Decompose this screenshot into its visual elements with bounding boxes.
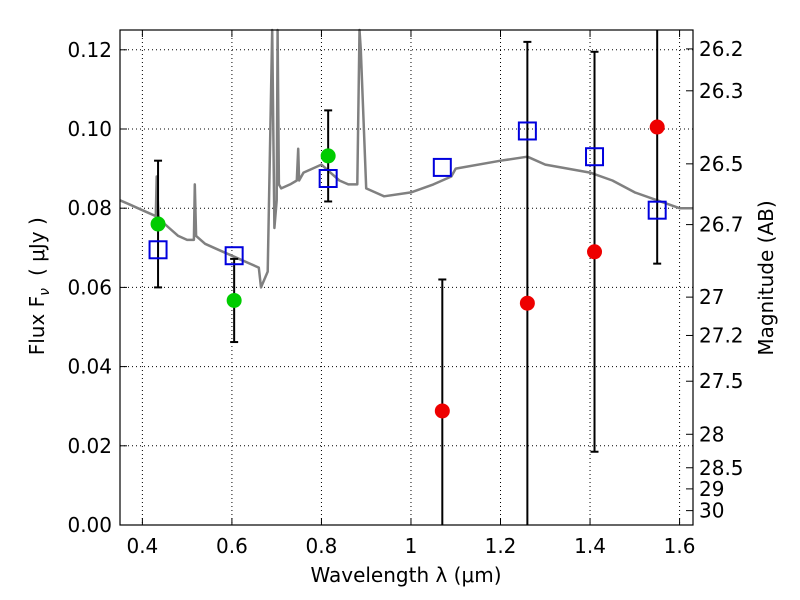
x-axis-label: Wavelength λ (μm) [310, 563, 501, 587]
right-tick-label: 26.5 [699, 152, 744, 176]
y-axis-label: Flux F [25, 296, 49, 355]
x-tick-label: 1 [405, 534, 418, 558]
y-tick-label: 0.00 [67, 513, 112, 537]
x-tick-label: 0.4 [126, 534, 158, 558]
model-square [647, 200, 667, 220]
right-axis-label: Magnitude (AB) [754, 200, 778, 355]
spectrum-line [119, 28, 693, 289]
model-square [224, 246, 244, 266]
spectrum-layer [119, 28, 693, 289]
x-tick-label: 1.6 [664, 534, 696, 558]
grid-layer [120, 30, 693, 526]
model-square [517, 121, 537, 141]
model-square [148, 240, 168, 260]
model-square [585, 147, 605, 167]
model-square [432, 157, 452, 177]
right-tick-label: 28.5 [699, 456, 744, 480]
red-point [519, 295, 535, 311]
y-tick-label: 0.06 [67, 275, 112, 299]
x-tick-label: 0.8 [306, 534, 338, 558]
right-tick-label: 30 [699, 499, 724, 523]
x-tick-label: 1.4 [574, 534, 606, 558]
tick-layer: 0.4 0.6 0.8 1 1.2 1.4 1.6 0.00 0.02 0.04 0.06 0.08 0… [67, 30, 744, 558]
right-tick-label: 27.2 [699, 323, 744, 347]
x-tick-label: 1.2 [485, 534, 517, 558]
right-tick-label: 29 [699, 477, 724, 501]
point-layer [148, 119, 667, 419]
red-point [434, 403, 450, 419]
green-point [150, 216, 166, 232]
model-square [318, 169, 338, 188]
right-tick-label: 26.3 [699, 79, 744, 103]
green-point [320, 148, 336, 164]
x-tick-label: 0.6 [216, 534, 248, 558]
right-tick-label: 26.2 [699, 37, 744, 61]
green-point [226, 292, 242, 308]
red-point [649, 119, 665, 135]
y-axis-unit: ( μJy ) [25, 217, 49, 276]
right-tick-label: 27.5 [699, 369, 744, 393]
red-point [587, 244, 603, 260]
right-tick-label: 26.7 [699, 213, 744, 237]
y-tick-label: 0.10 [67, 117, 112, 141]
right-tick-label: 28 [699, 422, 724, 446]
y-tick-label: 0.04 [67, 355, 112, 379]
y-axis-label-sub: ν [37, 288, 53, 296]
y-tick-label: 0.08 [67, 196, 112, 220]
svg-text:Flux Fν: Flux Fν [25, 288, 53, 355]
right-tick-label: 27 [699, 285, 724, 309]
errorbar-layer [154, 30, 662, 525]
y-tick-label: 0.12 [67, 38, 112, 62]
y-tick-label: 0.02 [67, 434, 112, 458]
plot-frame [119, 29, 694, 526]
y-axis-label-group: Flux Fν ( μJy ) [25, 217, 53, 355]
